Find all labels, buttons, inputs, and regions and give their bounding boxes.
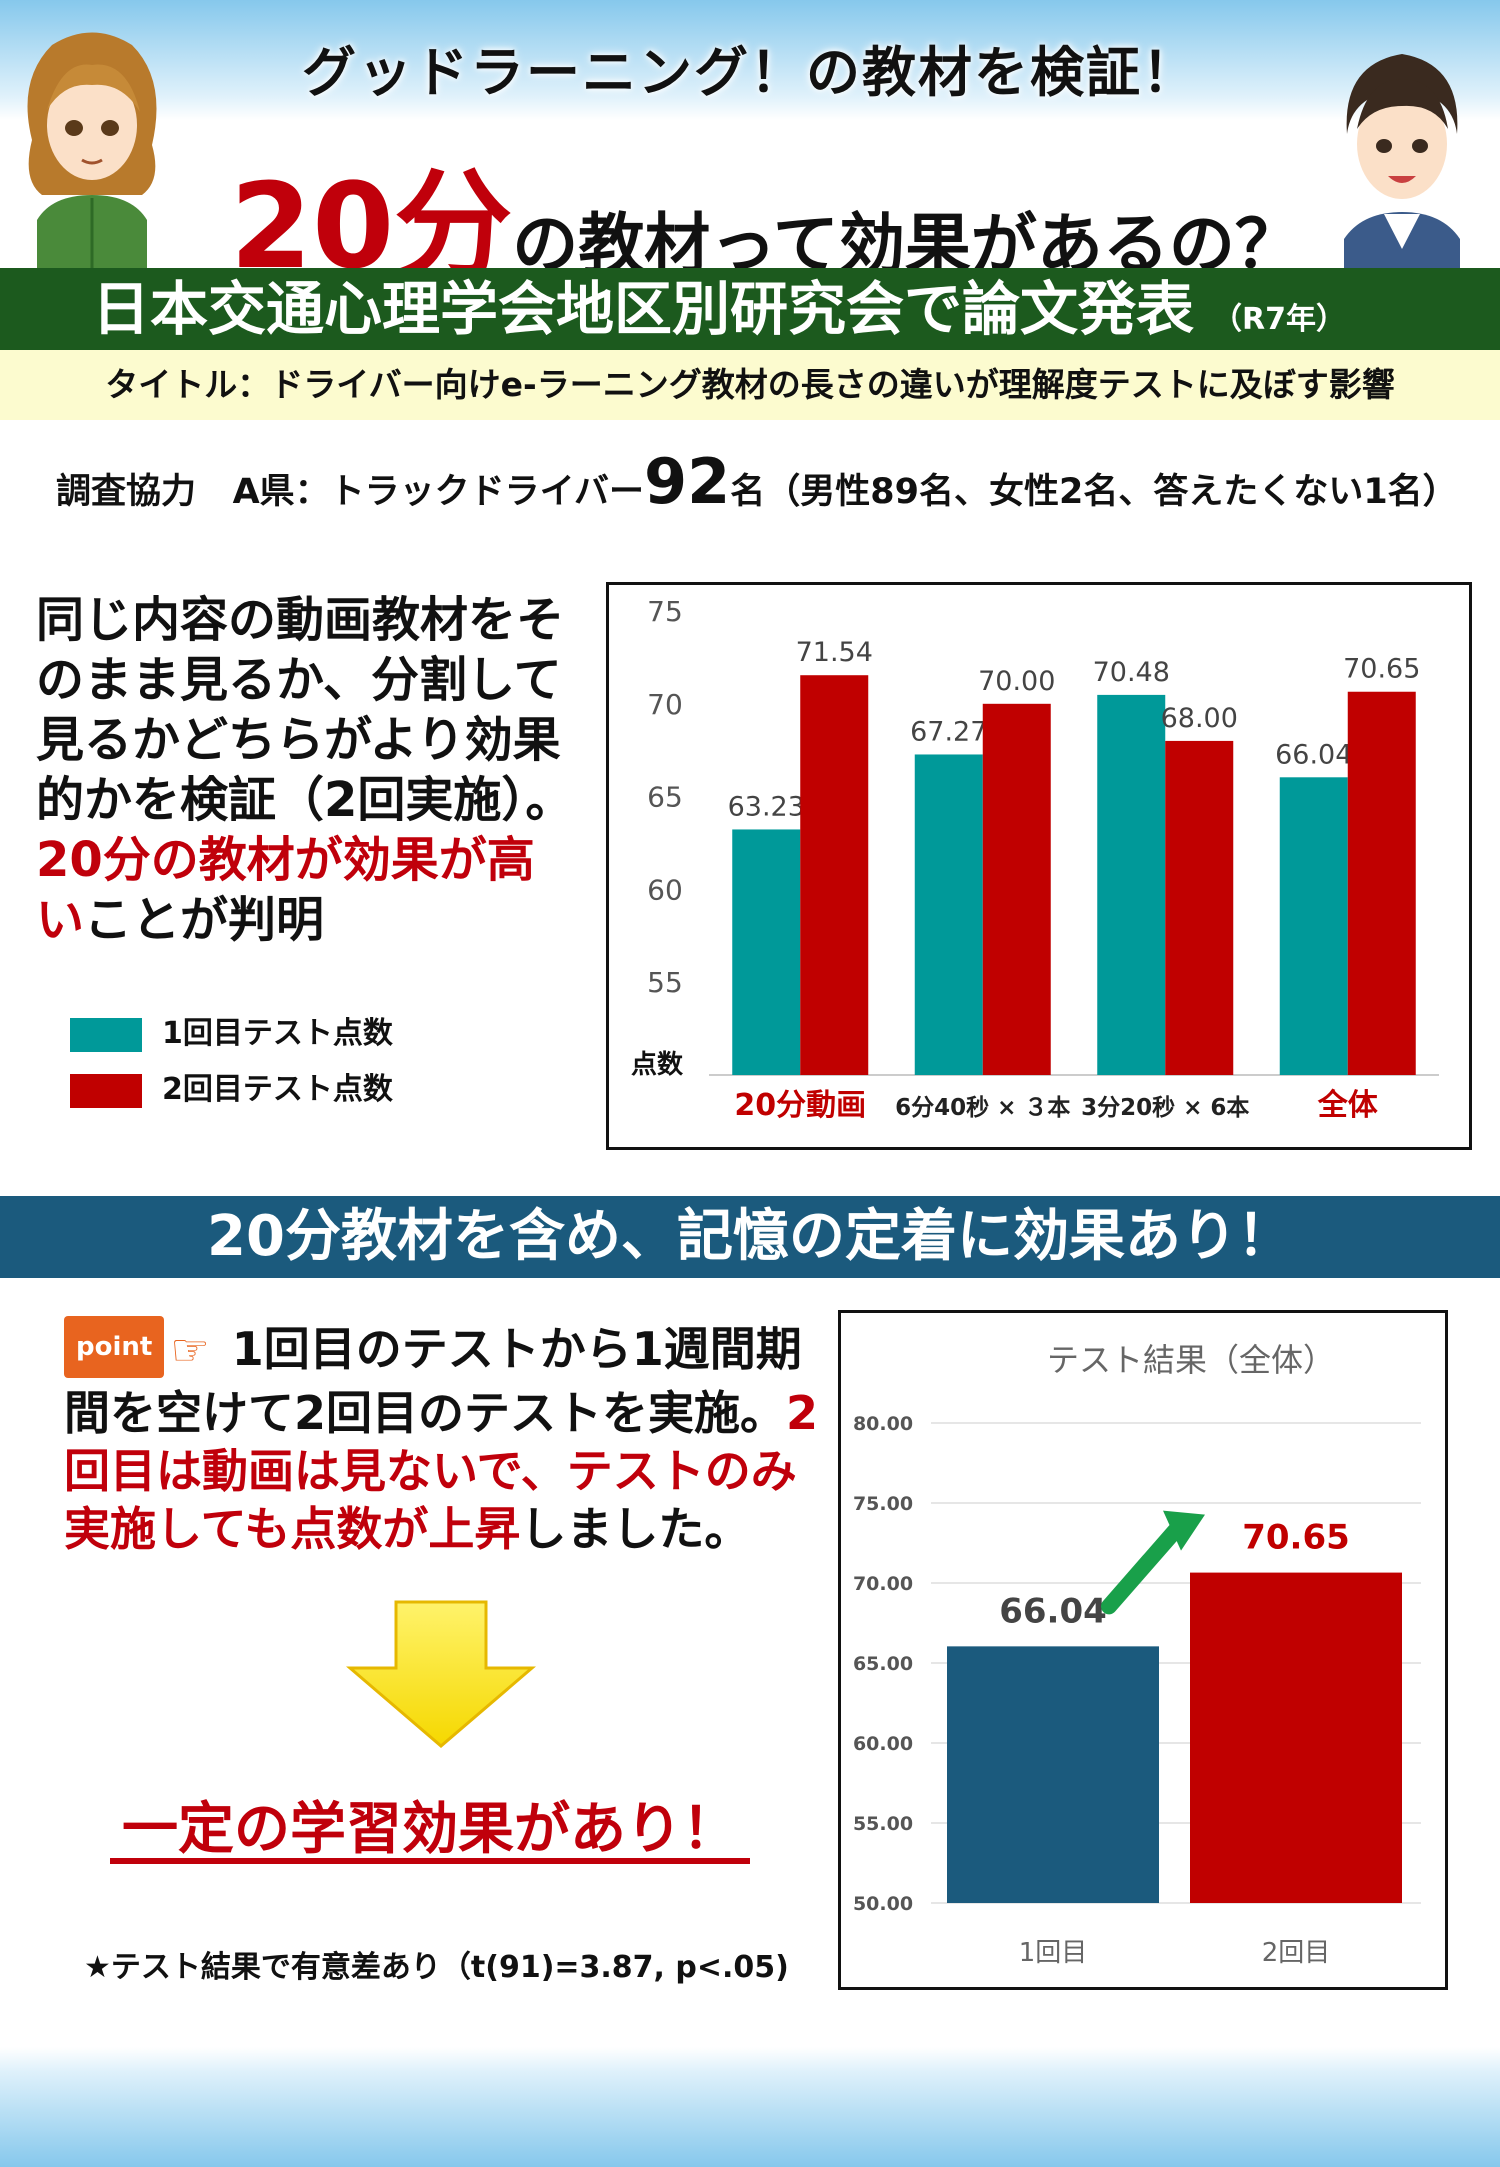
chart2-title: テスト結果（全体） (1047, 1341, 1335, 1379)
description-text-1: 同じ内容の動画教材をそのまま見るか、分割して見るかどちらがより効果的かを検証（2… (36, 592, 574, 828)
y-tick-label-4: 55 (647, 966, 683, 999)
chart2-category-0: 1回目 (1019, 1938, 1088, 1968)
man-worker-illustration (1344, 54, 1460, 284)
sky-background-bottom (0, 2047, 1500, 2167)
participant-breakdown: （男性89名、女性2名、答えたくない1名） (765, 472, 1458, 512)
bar-value-label-3-1: 70.65 (1343, 654, 1420, 685)
increase-arrow-head (1163, 1510, 1205, 1551)
bar-value-label-1-0: 67.27 (910, 716, 987, 747)
chart2-y-tick-0: 80.00 (853, 1413, 913, 1435)
x-category-label-3: 全体 (1317, 1088, 1379, 1123)
chart2-y-tick-1: 75.00 (853, 1493, 913, 1515)
bar-value-label-2-0: 70.48 (1093, 657, 1170, 688)
pointing-hand-icon: ☞ (170, 1325, 210, 1376)
bar-3-series-1 (1347, 691, 1416, 1075)
bar-1-series-1 (982, 703, 1051, 1075)
bar-2-series-0 (1097, 694, 1166, 1075)
bar-value-label-2-1: 68.00 (1161, 703, 1238, 734)
legend-swatch-teal (70, 1018, 142, 1052)
y-tick-label-1: 70 (647, 688, 683, 721)
woman-worker-illustration (27, 32, 157, 270)
significance-footnote: ★テスト結果で有意差あり（t(91)=3.87, p<.05) (84, 1950, 789, 1985)
chart2-value-label-1: 70.65 (1242, 1518, 1350, 1558)
bar-2-series-1 (1165, 740, 1234, 1075)
presentation-banner: 日本交通心理学会地区別研究会で論文発表 （R7年） (0, 268, 1500, 350)
down-arrow-icon (346, 1600, 536, 1748)
bar-1-series-0 (914, 754, 983, 1075)
x-category-label-0: 20分動画 (734, 1088, 866, 1123)
bar-value-label-0-1: 71.54 (796, 637, 873, 668)
point-explanation: point ☞ 1回目のテストから1週間期間を空けて2回目のテストを実施。2回目は動… (64, 1315, 824, 1558)
comparison-chart-svg: 75 70 65 60 55 点数 63.23 71.54 20分動画 67.27 70.00 6分4… (631, 595, 1439, 1123)
y-tick-label-0: 75 (647, 595, 683, 628)
study-description: 同じ内容の動画教材をそのまま見るか、分割して見るかどちらがより効果的かを検証（2… (36, 590, 576, 950)
point-text-1: 1回目のテストから1週間期間を空けて2回目のテストを実施。 (64, 1322, 802, 1440)
chart2-y-tick-3: 65.00 (853, 1653, 913, 1675)
chart2-y-tick-5: 55.00 (853, 1813, 913, 1835)
point-text-2: しました。 (520, 1501, 751, 1556)
paper-title: タイトル：ドライバー向けe-ラーニング教材の長さの違いが理解度テストに及ぼす影響 (0, 350, 1500, 420)
participant-count-unit: 名 (730, 472, 766, 512)
chart2-bar-1 (1190, 1572, 1402, 1903)
legend-label-first-test: 1回目テスト点数 (162, 1016, 393, 1051)
bar-0-series-1 (800, 675, 869, 1075)
chart2-value-label-0: 66.04 (999, 1591, 1107, 1631)
chart2-y-tick-4: 60.00 (853, 1733, 913, 1755)
chart2-category-1: 2回目 (1262, 1938, 1331, 1968)
chart2-y-tick-2: 70.00 (853, 1573, 913, 1595)
cooperation-prefix: A県：トラックドライバー (232, 472, 644, 512)
bar-value-label-0-0: 63.23 (728, 791, 805, 822)
bar-0-series-0 (732, 829, 801, 1075)
y-tick-label-3: 60 (647, 873, 683, 906)
survey-cooperation: 調査協力 A県：トラックドライバー92名（男性89名、女性2名、答えたくない1名… (56, 445, 1476, 518)
point-badge: point (64, 1315, 165, 1378)
legend-label-second-test: 2回目テスト点数 (162, 1072, 393, 1107)
comparison-bar-chart: 75 70 65 60 55 点数 63.23 71.54 20分動画 67.27 70.00 6分4… (606, 582, 1472, 1150)
overall-chart-svg: テスト結果（全体） 80.00 75.00 70.00 65.00 60.00 55.00 5… (853, 1341, 1421, 1968)
increase-arrow-shaft (1101, 1520, 1185, 1615)
y-axis-label: 点数 (631, 1049, 684, 1080)
cooperation-label: 調査協力 (56, 472, 197, 512)
bar-value-label-1-1: 70.00 (978, 666, 1055, 697)
memory-effect-banner: 20分教材を含め、記憶の定着に効果あり！ (0, 1196, 1500, 1278)
sky-background-top (0, 0, 1500, 120)
bar-value-label-3-0: 66.04 (1275, 739, 1352, 770)
conclusion-text: 一定の学習効果があり！ (122, 1797, 738, 1862)
headline-goodlearning: グッドラーニング！の教材を検証！ (302, 41, 1198, 104)
bar-3-series-0 (1279, 777, 1348, 1075)
point-highlight: 2回目は動画は見ないで、テストのみ実施しても点数が上昇 (64, 1385, 819, 1556)
presentation-year: （R7年） (1212, 302, 1346, 337)
x-category-label-1: 6分40秒 × ３本 (895, 1095, 1070, 1121)
description-highlight: 20分の教材が効果が高い (36, 832, 535, 948)
presentation-title: 日本交通心理学会地区別研究会で論文発表 (92, 275, 1195, 343)
description-text-2: ことが判明 (84, 892, 325, 948)
participant-count: 92 (643, 445, 731, 518)
overall-result-chart: テスト結果（全体） 80.00 75.00 70.00 65.00 60.00 55.00 5… (838, 1310, 1448, 1990)
legend-item-second-test: 2回目テスト点数 (70, 1070, 490, 1110)
y-tick-label-2: 65 (647, 781, 683, 814)
chart2-y-tick-6: 50.00 (853, 1893, 913, 1915)
x-category-label-2: 3分20秒 × 6本 (1081, 1095, 1249, 1121)
chart2-bar-0 (947, 1646, 1159, 1903)
legend-item-first-test: 1回目テスト点数 (70, 1014, 490, 1054)
conclusion-underline (110, 1858, 750, 1864)
legend-swatch-red (70, 1074, 142, 1108)
increase-arrow-icon (1101, 1510, 1205, 1615)
